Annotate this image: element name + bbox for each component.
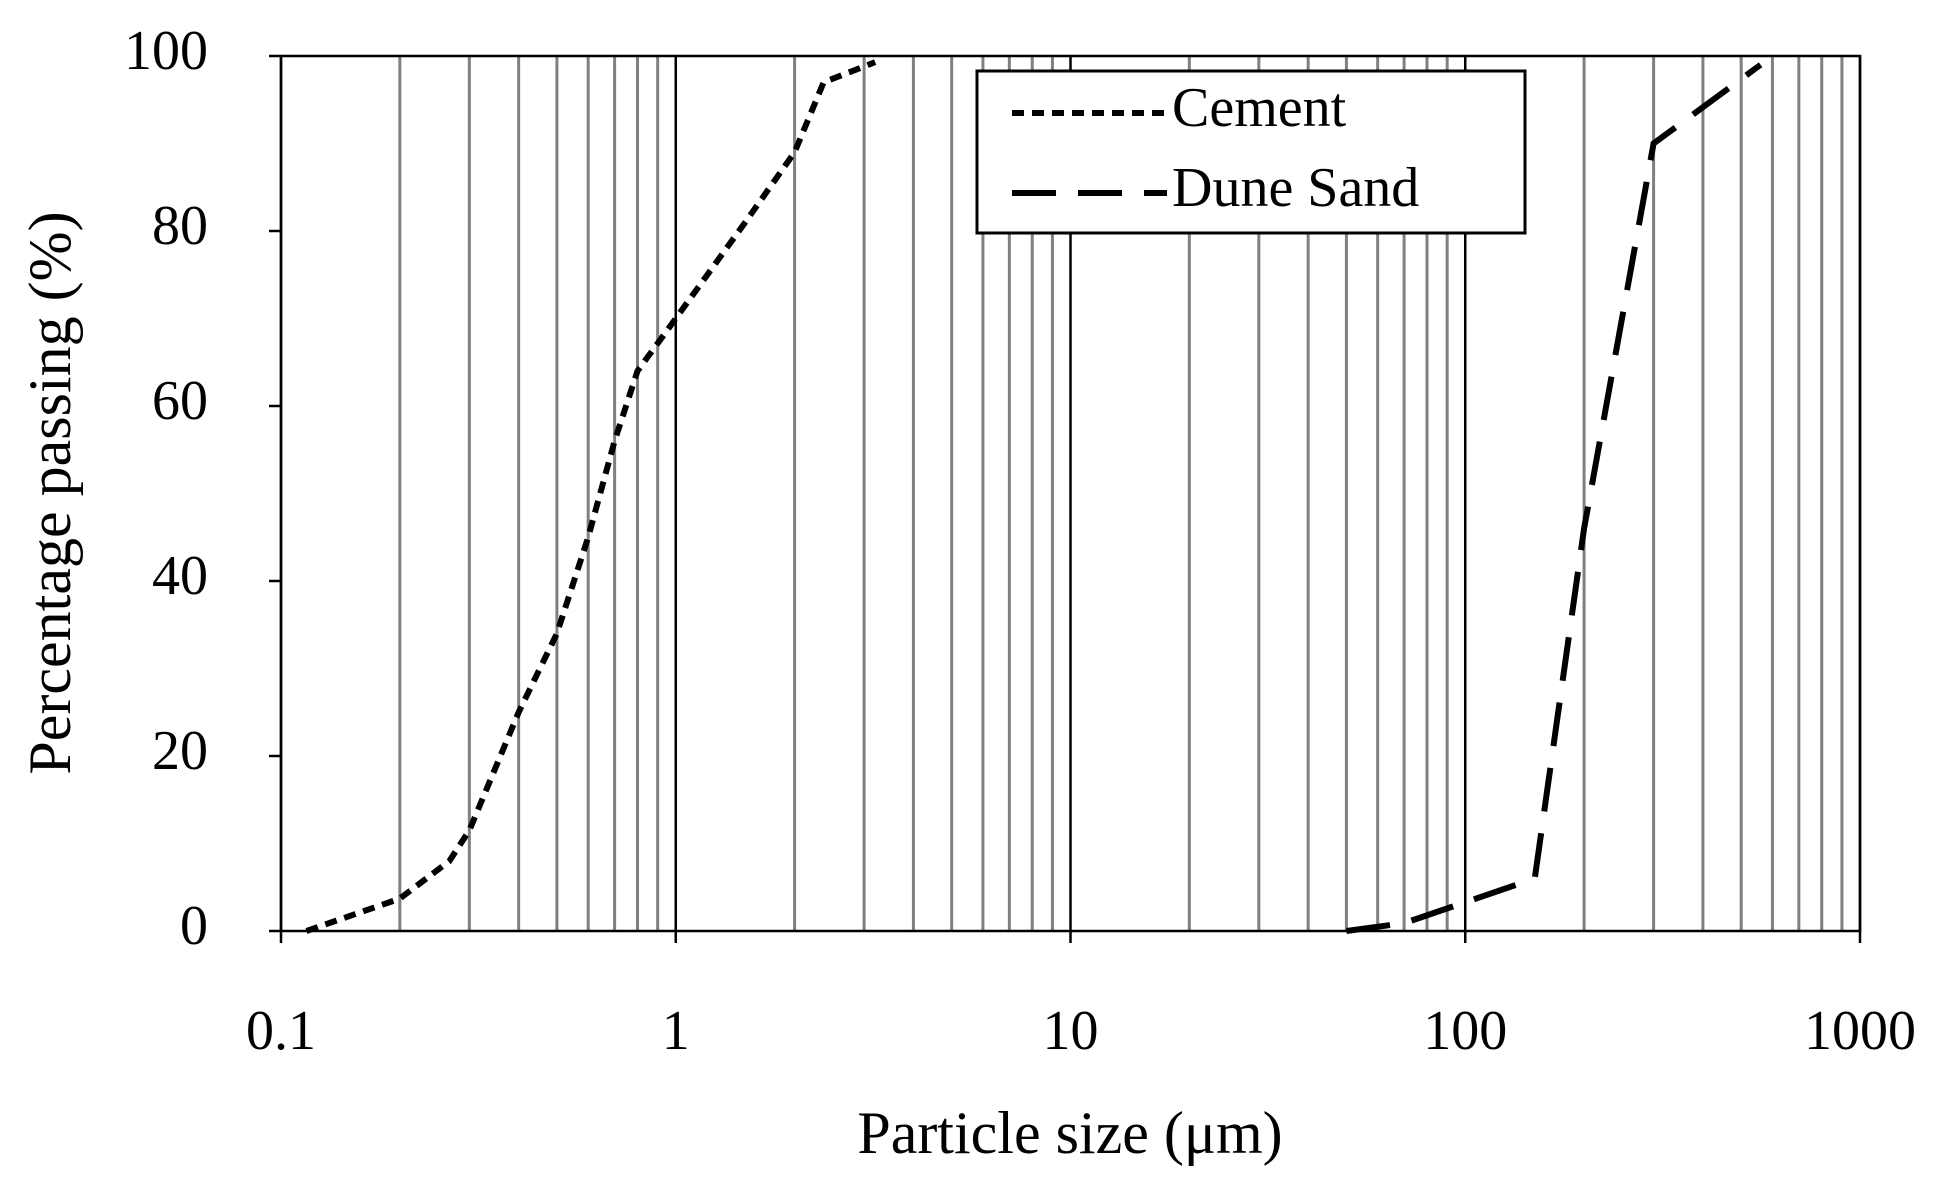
data-line [1346,62,1763,934]
y-tick-label: 0 [180,895,208,957]
y-tick-label: 80 [152,195,208,257]
y-tick-label: 40 [152,545,208,607]
x-tick-label: 1000 [1804,1000,1916,1062]
x-tick-label: 10 [1043,1000,1099,1062]
x-axis-title: Particle size (μm) [857,1100,1282,1166]
legend-label: Cement [1172,77,1347,139]
legend-box [975,69,1527,235]
x-tick-label: 100 [1423,1000,1507,1062]
data-line [305,59,877,934]
x-tick-label: 1 [662,1000,690,1062]
y-tick-label: 100 [124,20,208,82]
plot-frame [279,54,1862,933]
y-tick-label: 20 [152,720,208,782]
x-tick-label: 0.1 [246,1000,316,1062]
y-axis-title: Percentage passing (%) [17,211,83,774]
legend-label: Dune Sand [1172,157,1419,219]
y-tick-label: 60 [152,370,208,432]
